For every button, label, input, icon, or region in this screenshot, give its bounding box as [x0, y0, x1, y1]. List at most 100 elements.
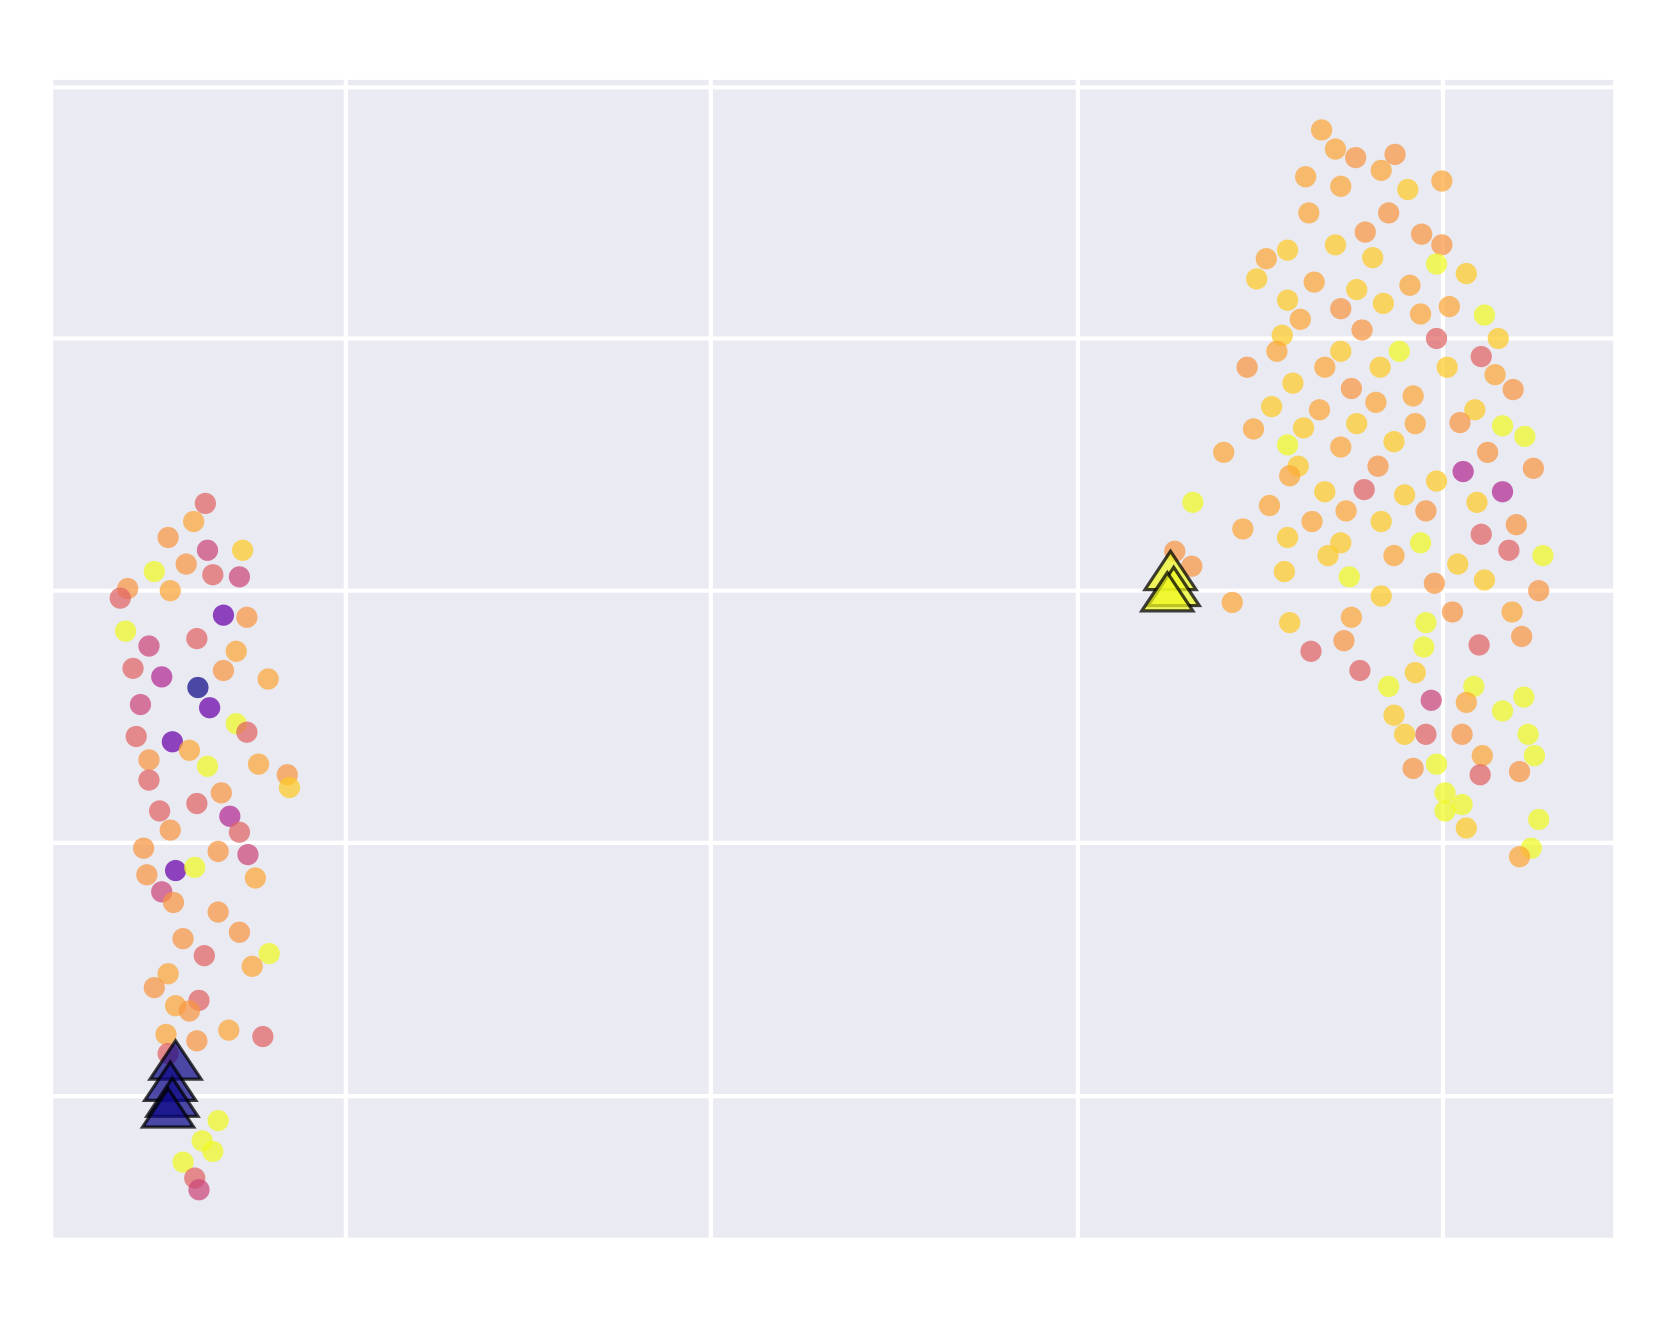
point: [157, 963, 179, 985]
point: [172, 927, 194, 950]
point: [184, 856, 206, 878]
point: [161, 731, 184, 753]
point: [1463, 675, 1485, 698]
point: [1388, 340, 1410, 362]
point: [1338, 566, 1360, 588]
point: [1393, 484, 1416, 506]
point: [162, 891, 185, 914]
point: [1513, 686, 1535, 708]
point: [136, 864, 158, 886]
point: [1314, 356, 1336, 378]
point: [1476, 441, 1499, 463]
point: [155, 1023, 177, 1046]
point: [1523, 744, 1546, 767]
point: [1491, 481, 1514, 503]
point: [1425, 327, 1448, 350]
point: [1289, 308, 1311, 330]
point: [1340, 377, 1363, 400]
point: [1451, 723, 1473, 745]
point: [1335, 500, 1357, 522]
point: [1501, 601, 1523, 623]
point: [1276, 239, 1299, 261]
point: [1232, 518, 1254, 540]
point: [212, 659, 235, 682]
point: [1367, 455, 1389, 477]
point: [183, 510, 205, 533]
point: [1276, 434, 1299, 456]
point: [1438, 295, 1460, 318]
point: [1303, 271, 1325, 293]
point: [186, 627, 208, 650]
point: [1404, 412, 1426, 435]
point: [1378, 675, 1400, 698]
point: [1473, 569, 1496, 591]
point: [237, 843, 259, 866]
point: [1502, 378, 1524, 401]
point: [1266, 340, 1288, 362]
point: [1330, 298, 1352, 320]
point: [148, 800, 171, 822]
point: [1369, 356, 1391, 378]
point: [1447, 553, 1469, 575]
point: [1491, 415, 1514, 437]
point: [175, 553, 197, 575]
point: [1522, 457, 1545, 479]
triangle-point: [1138, 569, 1196, 613]
point: [1384, 143, 1406, 166]
point: [1308, 399, 1331, 421]
point: [1340, 606, 1363, 628]
point: [1425, 253, 1448, 275]
point: [1470, 523, 1492, 545]
point: [231, 539, 254, 561]
point: [1353, 478, 1375, 501]
point: [1354, 221, 1376, 243]
point: [1333, 630, 1355, 652]
point: [122, 657, 144, 679]
point: [236, 606, 258, 628]
point: [159, 580, 181, 602]
point: [1455, 817, 1477, 839]
point: [1330, 175, 1352, 197]
point: [257, 668, 279, 690]
point: [1362, 246, 1384, 269]
point: [178, 739, 201, 761]
point: [1393, 723, 1416, 745]
point: [1425, 753, 1448, 775]
point: [1473, 304, 1496, 326]
point: [1295, 166, 1317, 188]
point: [1420, 689, 1442, 711]
point: [193, 945, 215, 967]
point: [109, 587, 131, 609]
point: [1397, 178, 1419, 201]
point: [1330, 340, 1352, 362]
point: [1370, 159, 1392, 181]
point: [1260, 395, 1283, 418]
point: [1411, 223, 1433, 245]
point: [1466, 491, 1488, 513]
point: [1221, 591, 1243, 614]
point: [1402, 757, 1424, 780]
point: [202, 564, 224, 586]
point: [1351, 319, 1373, 341]
point: [1279, 465, 1301, 487]
point: [198, 697, 221, 719]
point: [236, 721, 258, 743]
point: [1213, 441, 1235, 463]
point: [1409, 303, 1432, 325]
point: [1258, 494, 1281, 517]
point: [194, 492, 217, 515]
point: [129, 693, 152, 716]
point: [1425, 470, 1448, 492]
point: [1349, 659, 1371, 682]
point: [1431, 170, 1453, 192]
point: [1399, 274, 1421, 296]
point: [1372, 292, 1394, 315]
point: [138, 769, 160, 791]
point: [1491, 700, 1514, 722]
point: [114, 620, 137, 642]
point: [1282, 372, 1304, 394]
point: [157, 526, 179, 549]
point: [1279, 611, 1301, 634]
